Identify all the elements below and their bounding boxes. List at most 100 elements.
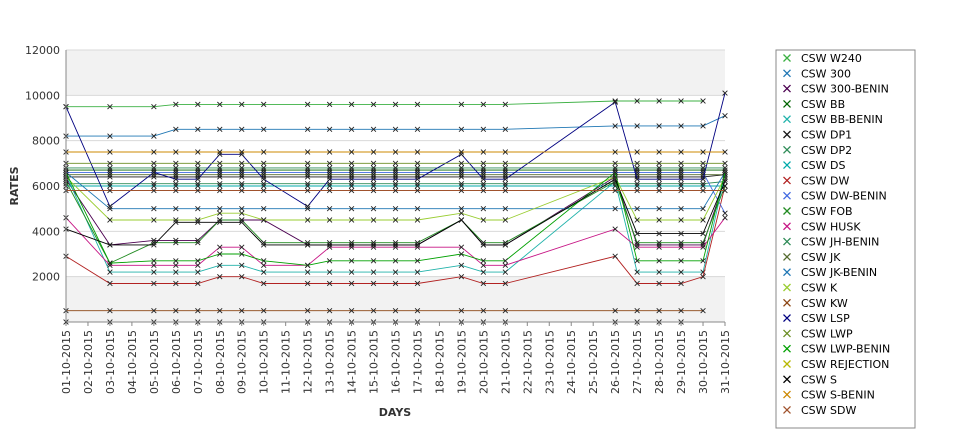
data-point xyxy=(678,242,684,248)
data-point xyxy=(217,171,223,178)
legend-label: CSW REJECTION xyxy=(801,358,889,371)
data-point xyxy=(304,269,311,275)
data-point xyxy=(656,174,662,180)
data-point xyxy=(195,183,201,189)
data-point xyxy=(722,169,728,176)
data-point xyxy=(195,205,201,212)
legend-label: CSW K xyxy=(801,282,838,295)
data-point xyxy=(173,217,179,223)
y-axis-ticks: 2000 4000 6000 8000 10000 12000 xyxy=(25,44,60,284)
data-point xyxy=(612,169,618,176)
data-point xyxy=(480,183,487,189)
data-point xyxy=(173,239,179,246)
data-point xyxy=(392,205,399,212)
data-point xyxy=(260,174,267,180)
data-point xyxy=(722,187,728,194)
data-point xyxy=(612,253,618,259)
x-tick-label: 22-10-2015 xyxy=(521,330,534,394)
data-point xyxy=(260,171,267,178)
data-point xyxy=(217,205,223,212)
series-22 xyxy=(63,149,728,155)
data-point xyxy=(634,187,640,194)
data-point xyxy=(239,160,245,167)
data-point xyxy=(370,167,377,173)
data-point xyxy=(304,203,311,210)
data-point xyxy=(370,269,377,275)
data-point xyxy=(348,244,355,250)
data-point xyxy=(700,98,706,104)
data-point xyxy=(260,217,267,223)
data-point xyxy=(304,160,311,167)
data-point xyxy=(260,262,267,269)
data-point xyxy=(480,307,487,314)
x-tick-label: 28-10-2015 xyxy=(653,330,666,394)
x-tick-label: 03-10-2015 xyxy=(104,330,117,394)
series-group xyxy=(63,90,728,325)
data-point xyxy=(326,244,333,250)
data-point xyxy=(348,169,355,176)
data-point xyxy=(678,98,684,104)
data-point xyxy=(414,242,421,248)
series-12 xyxy=(63,165,728,171)
data-point xyxy=(107,165,113,171)
data-point xyxy=(458,181,465,187)
data-point xyxy=(634,239,640,246)
data-point xyxy=(480,187,487,194)
data-point xyxy=(173,149,179,155)
data-point xyxy=(480,258,487,264)
series-9 xyxy=(63,169,728,216)
data-point xyxy=(326,126,333,133)
data-point xyxy=(480,205,487,212)
data-point xyxy=(326,176,333,182)
x-tick-label: 30-10-2015 xyxy=(697,330,710,394)
x-tick-label: 02-10-2015 xyxy=(82,330,95,394)
data-point xyxy=(217,219,223,225)
data-point xyxy=(678,171,684,178)
data-point xyxy=(107,307,113,314)
data-point xyxy=(260,269,267,275)
data-point xyxy=(304,280,311,287)
legend-item: CSW 300 xyxy=(783,67,851,80)
legend-label: CSW JK-BENIN xyxy=(801,266,877,279)
data-point xyxy=(370,181,377,187)
data-point xyxy=(370,205,377,212)
data-point xyxy=(151,183,157,189)
data-point xyxy=(239,219,245,225)
data-point xyxy=(107,183,113,189)
legend-marker xyxy=(783,115,791,124)
data-point xyxy=(173,269,179,275)
data-point xyxy=(151,258,157,264)
data-point xyxy=(107,187,113,194)
legend-marker xyxy=(783,298,791,307)
data-point xyxy=(260,239,267,246)
data-point xyxy=(195,262,201,269)
data-point xyxy=(348,242,355,248)
data-point xyxy=(634,205,640,212)
data-point xyxy=(634,167,640,173)
data-point xyxy=(480,174,487,180)
data-point xyxy=(217,101,223,108)
data-point xyxy=(678,269,684,275)
legend-marker xyxy=(783,84,791,93)
data-point xyxy=(195,174,201,180)
x-tick-label: 14-10-2015 xyxy=(346,330,359,394)
data-point xyxy=(700,230,706,237)
data-point xyxy=(304,183,311,189)
data-point xyxy=(217,273,223,280)
legend-label: CSW JH-BENIN xyxy=(801,236,879,249)
data-point xyxy=(392,160,399,167)
data-point xyxy=(217,210,223,216)
legend: CSW W240 CSW 300 CSW 300-BENIN CSW BB CSW BB… xyxy=(775,49,916,429)
data-point xyxy=(502,149,509,155)
data-point xyxy=(612,98,618,104)
data-point xyxy=(458,174,465,180)
data-point xyxy=(480,149,487,155)
legend-item: CSW KW xyxy=(783,297,848,310)
data-point xyxy=(722,160,728,167)
data-point xyxy=(370,126,377,133)
data-point xyxy=(151,103,157,110)
data-point xyxy=(195,160,201,167)
legend-label: CSW DS xyxy=(801,159,846,172)
data-point xyxy=(217,169,223,176)
data-point xyxy=(634,181,640,187)
